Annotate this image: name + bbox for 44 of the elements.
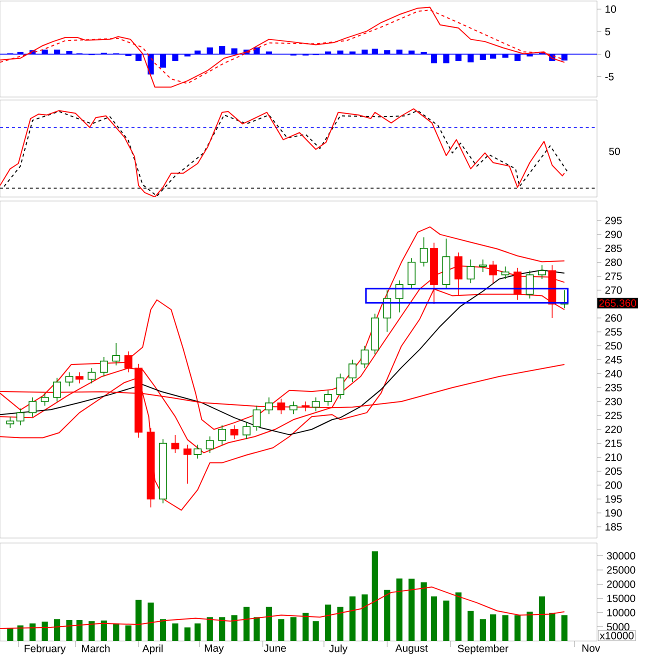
x-tick-label: September [458, 644, 508, 654]
x-tick-label: June [264, 644, 286, 652]
y-tick-label: 230 [605, 398, 622, 406]
y-tick-label: 240 [605, 370, 622, 378]
y-tick-label: 20000 [607, 580, 636, 588]
y-tick-label: 5 [605, 28, 610, 36]
y-tick-label: 245 [605, 356, 622, 364]
y-tick-label: 10000 [607, 608, 636, 616]
y-tick-label: 0 [605, 50, 610, 58]
y-tick-label: 290 [605, 230, 622, 238]
x-tick-label: March [82, 644, 110, 652]
y-tick-label: 255 [605, 328, 622, 336]
y-tick-label: -5 [605, 73, 614, 80]
y-tick-label: 205 [605, 467, 622, 475]
y-tick-label: 25000 [607, 566, 636, 574]
y-tick-label: 250 [605, 342, 622, 350]
y-tick-label: 210 [605, 454, 622, 461]
y-tick-label: 280 [605, 258, 622, 266]
y-tick-label: 270 [605, 286, 622, 294]
y-tick-label: 185 [606, 523, 622, 531]
y-tick-label: 285 [605, 244, 622, 252]
y-tick-label: 15000 [607, 594, 636, 602]
x-tick-label: May [204, 644, 224, 654]
y-tick-label: 195 [606, 495, 622, 503]
x-tick-label: August [395, 644, 428, 654]
y-tick-label: 225 [605, 412, 622, 420]
x-tick-label: April [142, 644, 163, 654]
x-tick-label: February [24, 644, 66, 654]
y-tick-label: 200 [605, 481, 622, 489]
y-tick-label: 235 [605, 384, 622, 392]
y-tick-label: 220 [605, 426, 622, 434]
y-tick-label: 215 [605, 440, 622, 448]
y-tick-label: 5000 [606, 623, 630, 631]
y-tick-label: 10 [606, 5, 616, 13]
y-tick-label: 260 [605, 314, 622, 322]
text: x10000 [600, 632, 634, 640]
text: 265.360 [599, 299, 636, 307]
text: 50 [609, 148, 620, 156]
y-tick-label: 295 [605, 216, 622, 224]
y-tick-label: 275 [605, 272, 622, 280]
x-tick-label: July [329, 644, 348, 654]
x-tick-label: Nov [582, 644, 600, 652]
y-tick-label: 30000 [606, 552, 636, 560]
y-tick-label: 190 [606, 509, 622, 517]
